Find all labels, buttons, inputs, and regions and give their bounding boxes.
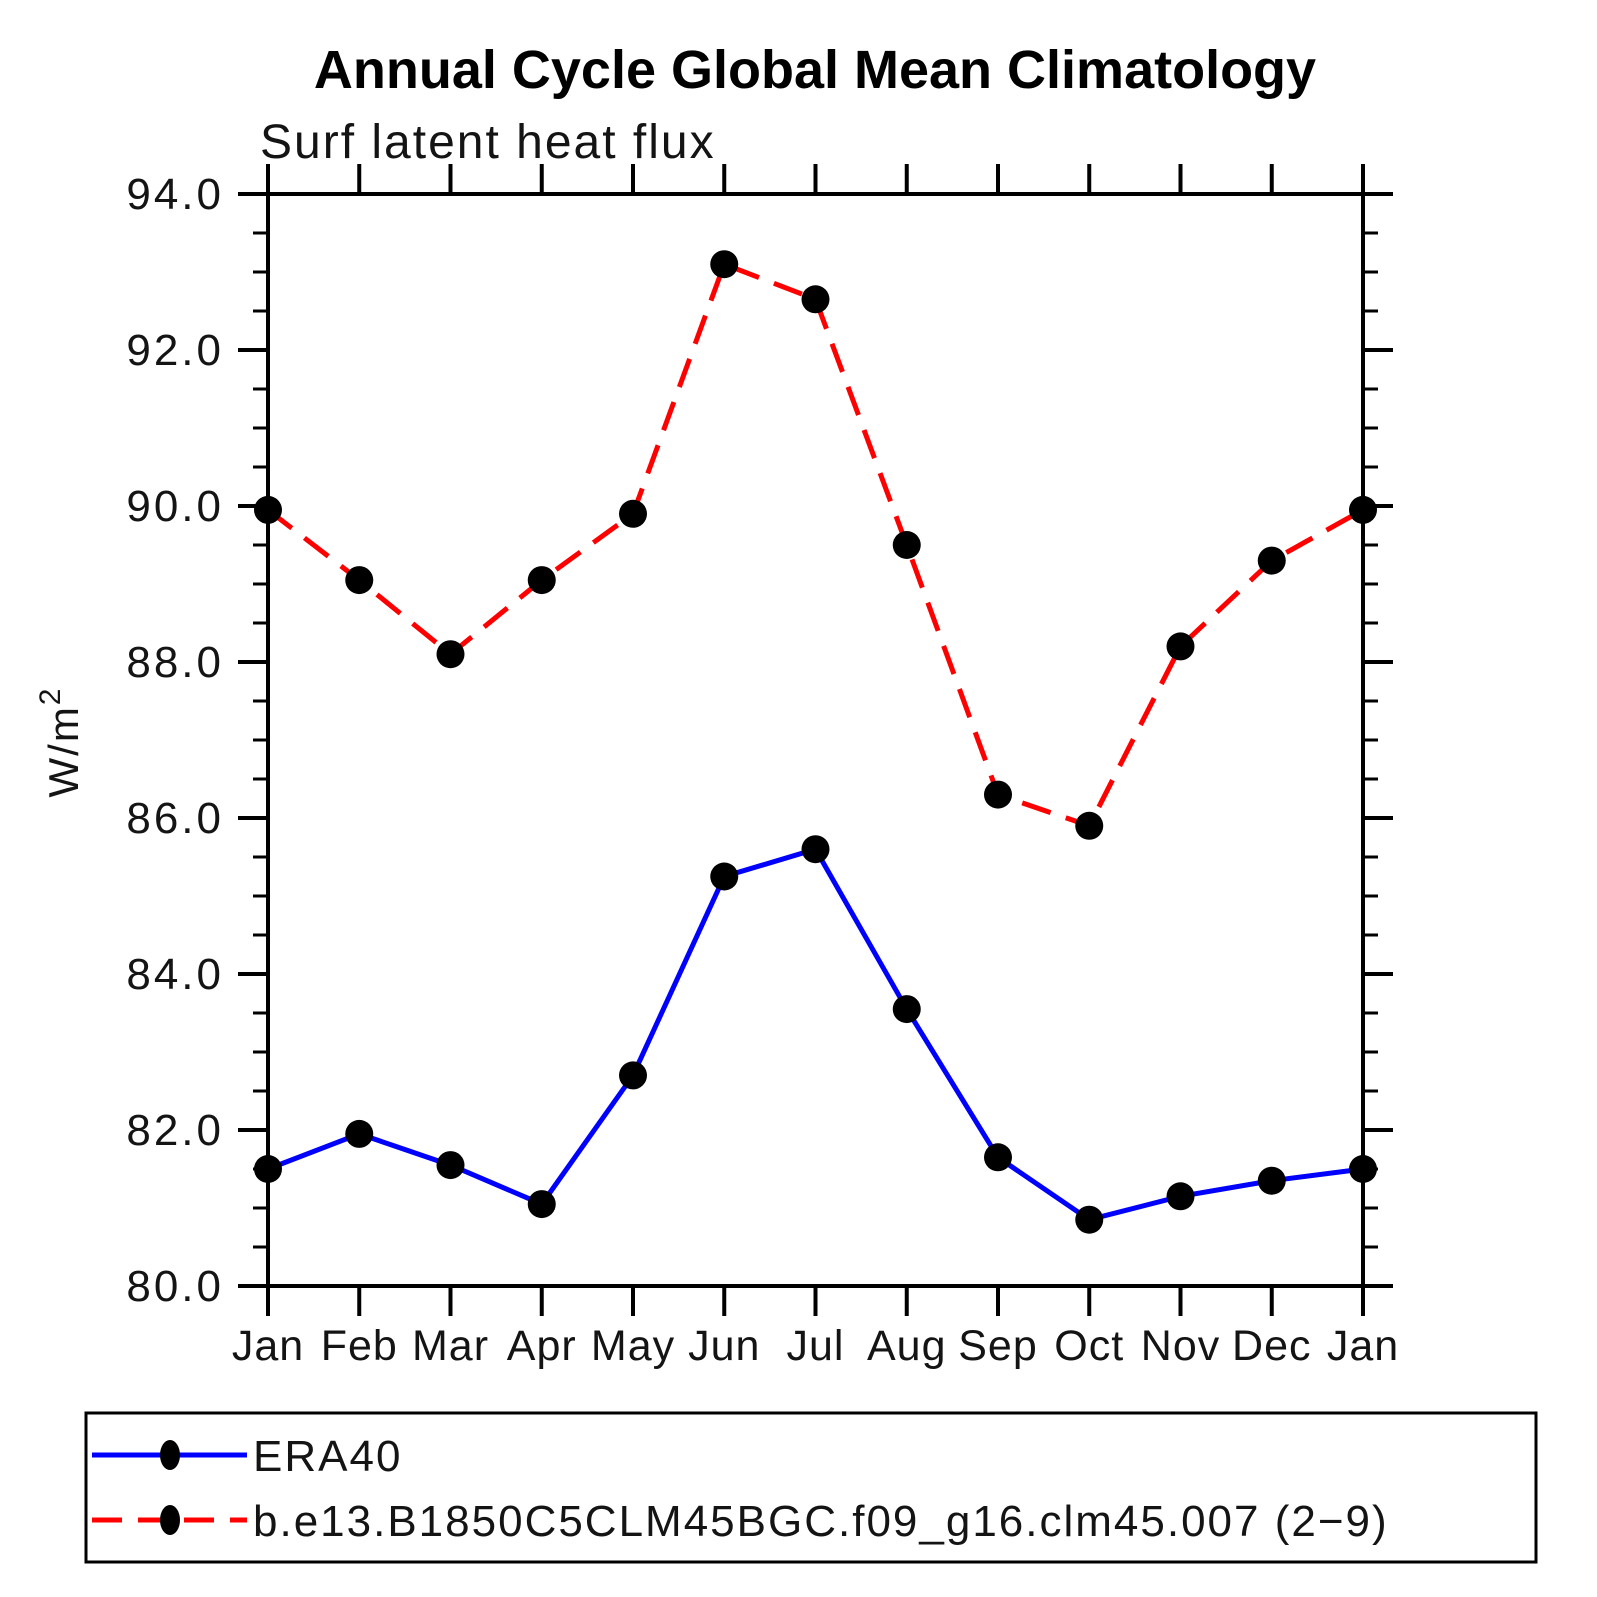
model-marker-may xyxy=(619,499,647,528)
legend-label-model: b.e13.B1850C5CLM45BGC.f09_g16.clm45.007 … xyxy=(253,1497,1389,1546)
era40-marker-feb xyxy=(345,1119,374,1148)
chart-title: Annual Cycle Global Mean Climatology xyxy=(314,40,1316,100)
era40-marker-dec xyxy=(1257,1166,1286,1195)
x-axis-month-label: Jan xyxy=(1327,1322,1399,1370)
y-axis-tick-label: 80.0 xyxy=(126,1262,224,1311)
x-axis-month-label: Aug xyxy=(867,1322,947,1370)
era40-marker-apr xyxy=(527,1190,556,1219)
y-axis-tick-label: 90.0 xyxy=(126,482,224,531)
legend-sample-marker-0 xyxy=(160,1440,180,1470)
era40-marker-oct xyxy=(1075,1205,1104,1234)
legend: ERA40 b.e13.B1850C5CLM45BGC.f09_g16.clm4… xyxy=(84,1411,1538,1564)
era40-marker-jan xyxy=(1349,1155,1377,1183)
y-axis-tick-label: 88.0 xyxy=(126,638,224,687)
legend-box xyxy=(84,1411,1538,1564)
x-axis-month-label: May xyxy=(591,1322,675,1370)
x-axis-month-label: Jun xyxy=(688,1322,760,1370)
y-axis-label-exponent: 2 xyxy=(34,687,67,706)
y-axis-tick-label: 94.0 xyxy=(126,170,224,219)
era40-marker-nov xyxy=(1166,1182,1195,1211)
model-marker-jul xyxy=(801,285,830,314)
era40-marker-mar xyxy=(436,1151,465,1180)
plot-border xyxy=(266,192,1365,1288)
x-axis-month-label: Mar xyxy=(412,1322,489,1370)
era40-marker-jun xyxy=(710,862,739,891)
era40-marker-may xyxy=(619,1061,647,1090)
y-axis-tick-label: 92.0 xyxy=(126,326,224,375)
x-axis-month-label: Dec xyxy=(1232,1322,1311,1370)
model-marker-jan xyxy=(254,495,282,524)
model-marker-oct xyxy=(1075,811,1104,840)
x-axis-month-label: Jul xyxy=(787,1322,845,1370)
model-marker-mar xyxy=(436,640,465,669)
x-axis-month-label: Apr xyxy=(507,1322,577,1370)
legend-label-era40: ERA40 xyxy=(253,1432,402,1481)
era40-marker-jan xyxy=(254,1155,282,1183)
model-marker-apr xyxy=(527,566,556,595)
y-axis-tick-label: 84.0 xyxy=(126,950,224,999)
legend-samples xyxy=(92,1440,247,1535)
plot-area: 80.0 82.0 84.0 86.0 88.0 90.0 92.0 94.0 Jan Feb Ma… xyxy=(126,164,1399,1370)
chart-subtitle: Surf latent heat flux xyxy=(260,116,716,169)
legend-sample-marker-1 xyxy=(160,1505,180,1535)
y-axis-label-base: W/m xyxy=(40,705,87,797)
x-axis-month-label: Sep xyxy=(958,1322,1038,1370)
model-marker-nov xyxy=(1166,632,1195,661)
y-axis-tick-label: 86.0 xyxy=(126,794,224,843)
model-marker-sep xyxy=(984,780,1012,809)
era40-marker-jul xyxy=(801,835,830,864)
model-line xyxy=(266,260,1365,829)
y-axis-tick-label: 82.0 xyxy=(126,1106,224,1155)
x-axis-month-label: Oct xyxy=(1054,1322,1124,1370)
x-axis-month-label: Jan xyxy=(232,1322,304,1370)
model-marker-aug xyxy=(892,531,921,559)
era40-line xyxy=(267,846,1364,1223)
model-marker-feb xyxy=(345,566,374,595)
model-marker-dec xyxy=(1257,546,1286,575)
model-marker-jun xyxy=(710,250,739,279)
model-marker-jan xyxy=(1349,495,1377,524)
era40-marker-sep xyxy=(984,1143,1012,1172)
x-axis-month-label: Nov xyxy=(1141,1322,1220,1370)
y-axis-label: W/m2 xyxy=(34,687,87,798)
x-axis-month-label: Feb xyxy=(321,1322,398,1370)
era40-marker-aug xyxy=(892,995,921,1024)
